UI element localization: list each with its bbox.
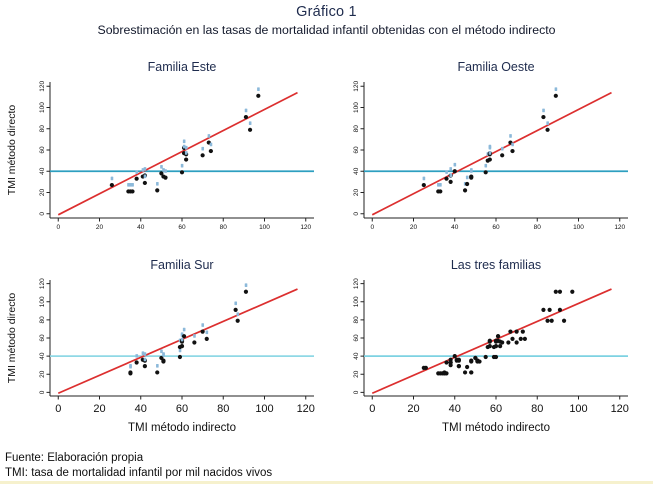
svg-text:0: 0 — [369, 403, 375, 415]
svg-text:120: 120 — [297, 403, 315, 415]
source-note: Fuente: Elaboración propia — [5, 452, 144, 464]
svg-text:80: 80 — [534, 224, 542, 231]
svg-text:TMI método directo: TMI método directo — [6, 293, 18, 384]
scatter-plot-familia-oeste: 0 20 40 60 80 100 120 0 20 40 60 80 100 120 — [353, 80, 628, 231]
svg-text:0: 0 — [353, 390, 360, 394]
svg-text:40: 40 — [353, 167, 360, 175]
scatter-plot-las-tres-familias: 0 20 40 60 80 100 120 0 20 40 60 80 100 120 TMI método… — [353, 278, 629, 434]
tmi-definition-note: TMI: tasa de mortalidad infantil por mil… — [5, 466, 273, 479]
svg-text:0: 0 — [56, 224, 60, 231]
subplot-familia-oeste: Familia Oeste 0 20 40 60 80 100 120 0 20 40 60 80 10… — [318, 58, 638, 240]
svg-text:80: 80 — [39, 125, 46, 133]
svg-text:20: 20 — [353, 189, 360, 197]
svg-text:60: 60 — [39, 334, 46, 342]
svg-text:100: 100 — [353, 296, 360, 307]
svg-text:40: 40 — [353, 352, 360, 360]
svg-text:40: 40 — [137, 224, 145, 231]
subplot-title-las-tres-familias: Las tres familias — [450, 258, 542, 272]
svg-text:0: 0 — [55, 403, 61, 415]
svg-text:120: 120 — [614, 224, 625, 231]
svg-text:0: 0 — [353, 212, 360, 216]
svg-text:20: 20 — [39, 370, 46, 378]
svg-text:40: 40 — [135, 403, 147, 415]
svg-text:60: 60 — [490, 403, 502, 415]
svg-text:80: 80 — [531, 403, 543, 415]
svg-text:60: 60 — [353, 146, 360, 154]
svg-text:60: 60 — [353, 334, 360, 342]
subplot-las-tres-familias: Las tres familias 0 20 40 60 80 100 120 0 20 40 60… — [318, 256, 638, 444]
svg-text:20: 20 — [410, 224, 418, 231]
subplot-title-familia-este: Familia Este — [147, 60, 217, 74]
svg-text:20: 20 — [353, 370, 360, 378]
svg-text:60: 60 — [178, 224, 186, 231]
scatter-plot-familia-sur: 0 20 40 60 80 100 120 0 20 40 60 80 100 120 TMI método… — [6, 278, 315, 434]
subplot-familia-este: Familia Este 0 20 40 60 80 100 120 0 20 40 60 80 100… — [4, 58, 324, 240]
svg-text:120: 120 — [611, 403, 629, 415]
svg-text:120: 120 — [39, 80, 46, 91]
svg-text:60: 60 — [39, 146, 46, 154]
svg-text:60: 60 — [176, 403, 188, 415]
svg-text:TMI método indirecto: TMI método indirecto — [442, 422, 550, 434]
svg-text:80: 80 — [39, 316, 46, 324]
svg-text:120: 120 — [300, 224, 311, 231]
svg-text:60: 60 — [492, 224, 500, 231]
svg-text:120: 120 — [39, 278, 46, 289]
svg-text:0: 0 — [370, 224, 374, 231]
figure-subtitle: Sobrestimación en las tasas de mortalida… — [97, 23, 556, 37]
svg-text:120: 120 — [353, 80, 360, 91]
svg-text:20: 20 — [39, 189, 46, 197]
svg-text:TMI método indirecto: TMI método indirecto — [128, 422, 236, 434]
svg-text:80: 80 — [220, 224, 228, 231]
subplot-familia-sur: Familia Sur 0 20 40 60 80 100 120 0 20 40 60 80 100 1… — [4, 256, 324, 444]
svg-text:100: 100 — [569, 403, 587, 415]
subplot-title-familia-sur: Familia Sur — [150, 258, 214, 272]
svg-text:40: 40 — [449, 403, 461, 415]
svg-text:80: 80 — [217, 403, 229, 415]
svg-text:100: 100 — [353, 102, 360, 113]
svg-text:TMI método directo: TMI método directo — [6, 105, 18, 196]
svg-text:100: 100 — [573, 224, 584, 231]
svg-text:100: 100 — [39, 102, 46, 113]
svg-text:80: 80 — [353, 316, 360, 324]
svg-text:20: 20 — [96, 224, 104, 231]
svg-text:80: 80 — [353, 125, 360, 133]
svg-text:20: 20 — [93, 403, 105, 415]
svg-text:0: 0 — [39, 390, 46, 394]
svg-text:20: 20 — [407, 403, 419, 415]
svg-text:100: 100 — [255, 403, 273, 415]
svg-text:100: 100 — [39, 296, 46, 307]
svg-text:40: 40 — [39, 167, 46, 175]
figure-footnotes: Fuente: Elaboración propia TMI: tasa de … — [5, 451, 272, 480]
bottom-divider — [0, 481, 653, 484]
svg-text:40: 40 — [39, 352, 46, 360]
svg-text:40: 40 — [451, 224, 459, 231]
figure-title: Gráfico 1 — [296, 4, 357, 20]
svg-text:100: 100 — [259, 224, 270, 231]
subplot-title-familia-oeste: Familia Oeste — [457, 60, 535, 74]
svg-text:120: 120 — [353, 278, 360, 289]
svg-text:0: 0 — [39, 212, 46, 216]
scatter-plot-familia-este: 0 20 40 60 80 100 120 0 20 40 60 80 100 120 TMI método… — [6, 80, 314, 231]
